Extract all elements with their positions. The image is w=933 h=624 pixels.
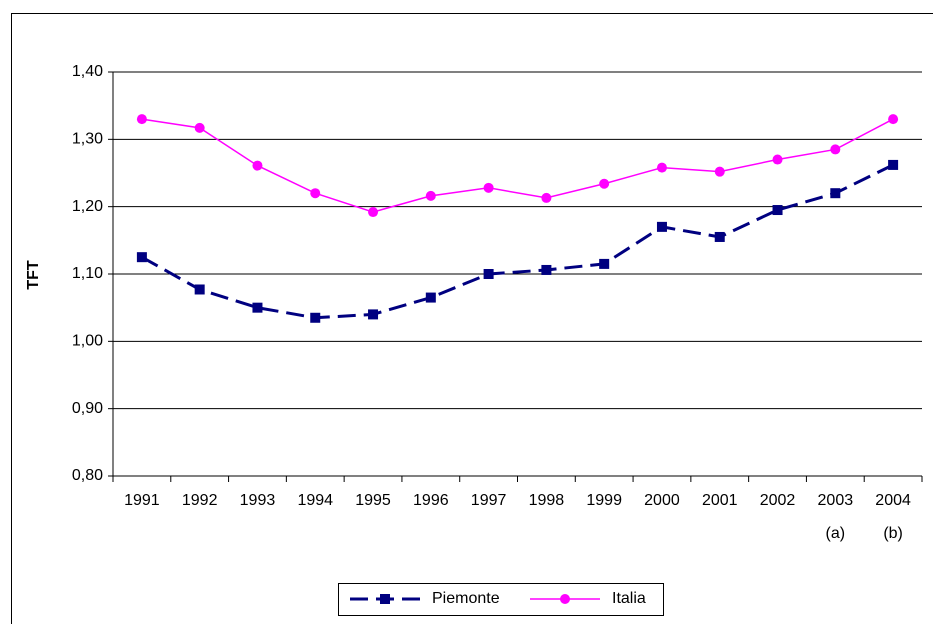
point [888,159,899,170]
series-line [141,163,894,320]
series-line [141,118,894,213]
point [368,207,379,218]
point [599,178,610,189]
x-tick-label: 1996 [413,492,449,509]
y-tick-label: 1,40 [72,63,103,80]
legend-label: Piemonte [432,590,500,607]
point [310,188,321,199]
point [310,312,321,323]
y-tick-label: 1,20 [72,198,103,215]
x-tick-label: 1993 [240,492,276,509]
point [541,264,552,275]
x-tick-label: 1992 [182,492,218,509]
x-tick-label: 1999 [586,492,622,509]
point [425,292,436,303]
point [656,221,667,232]
y-tick-label: 1,00 [72,333,103,350]
y-tick-label: 0,80 [72,467,103,484]
x-tick-label: 2003 [818,492,854,509]
chart-frame [11,13,933,624]
point [483,269,494,279]
x-tick-label: 1995 [355,492,391,509]
x-tick-note: (a) [826,525,846,542]
point [830,188,841,199]
point [252,302,263,313]
point [136,252,147,263]
x-tick-label: 1991 [124,492,160,509]
x-tick-label: 2001 [702,492,738,509]
legend-label: Italia [612,590,646,607]
point [599,258,610,269]
point [656,162,667,173]
legend-marker [560,594,570,604]
point [714,231,725,242]
point [483,182,494,193]
x-tick-note: (b) [883,525,903,542]
x-tick-label: 1994 [297,492,333,509]
point [194,122,205,133]
x-tick-label: 2004 [875,492,911,509]
point [772,205,783,216]
x-tick-label: 1997 [471,492,507,509]
point [830,144,841,155]
point [136,114,147,125]
point [252,160,263,171]
y-tick-label: 1,30 [72,131,103,148]
point [425,190,436,201]
legend-marker [380,594,390,604]
point [714,166,725,177]
point [888,114,899,125]
x-tick-label: 1998 [529,492,565,509]
point [368,309,379,320]
point [194,284,205,295]
point [772,154,783,165]
y-tick-label: 1,10 [72,265,103,282]
y-axis-label: TFT [25,260,42,290]
x-tick-label: 2000 [644,492,680,509]
point [541,192,552,203]
y-tick-label: 0,90 [72,400,103,417]
x-tick-label: 2002 [760,492,796,509]
